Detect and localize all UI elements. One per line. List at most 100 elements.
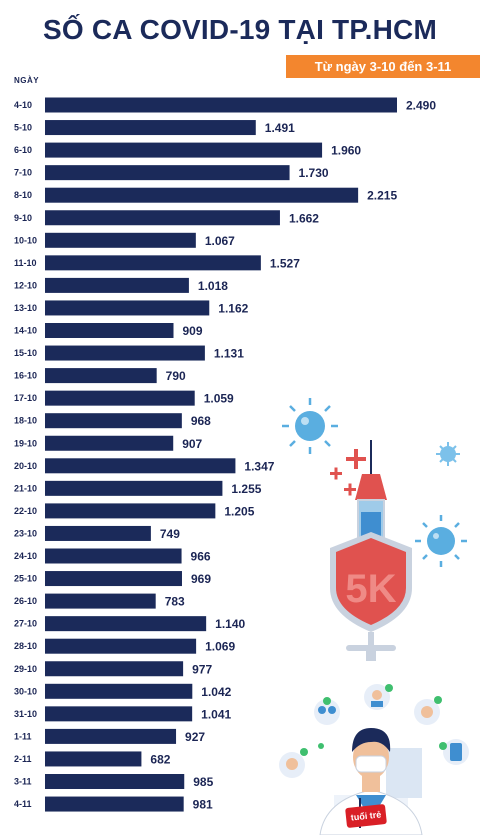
bar bbox=[45, 187, 359, 203]
category-label: 14-10 bbox=[14, 326, 37, 336]
category-label: 20-10 bbox=[14, 461, 37, 471]
bar bbox=[45, 548, 182, 564]
value-label: 981 bbox=[193, 798, 213, 812]
category-label: 1-11 bbox=[14, 731, 32, 741]
value-label: 969 bbox=[191, 572, 211, 586]
value-label: 2.215 bbox=[367, 189, 397, 203]
bar bbox=[45, 413, 182, 429]
category-label: 8-10 bbox=[14, 190, 32, 200]
bar bbox=[45, 774, 185, 789]
bar bbox=[45, 390, 195, 406]
bar bbox=[45, 142, 323, 158]
value-label: 977 bbox=[192, 662, 212, 676]
syringe-icon bbox=[355, 440, 387, 541]
category-label: 5-10 bbox=[14, 123, 32, 133]
category-label: 28-10 bbox=[14, 641, 37, 651]
value-label: 907 bbox=[182, 437, 202, 451]
bar bbox=[45, 458, 236, 474]
value-label: 927 bbox=[185, 730, 205, 744]
category-label: 17-10 bbox=[14, 393, 37, 403]
value-label: 1.131 bbox=[214, 347, 244, 361]
category-label: 31-10 bbox=[14, 709, 37, 719]
bar bbox=[45, 503, 216, 519]
category-label: 13-10 bbox=[14, 303, 37, 313]
bar bbox=[45, 525, 151, 541]
value-label: 682 bbox=[150, 752, 170, 766]
category-label: 19-10 bbox=[14, 438, 37, 448]
category-label: 4-10 bbox=[14, 100, 32, 110]
value-label: 1.041 bbox=[201, 707, 231, 721]
category-label: 23-10 bbox=[14, 528, 37, 538]
category-label: 10-10 bbox=[14, 235, 37, 245]
bar bbox=[45, 435, 174, 451]
bar bbox=[45, 277, 189, 293]
category-label: 18-10 bbox=[14, 416, 37, 426]
value-label: 790 bbox=[166, 369, 186, 383]
value-label: 1.347 bbox=[244, 459, 274, 473]
category-label: 4-11 bbox=[14, 799, 32, 809]
bar bbox=[45, 751, 142, 767]
bar bbox=[45, 728, 177, 744]
category-label: 15-10 bbox=[14, 348, 37, 358]
category-label: 16-10 bbox=[14, 371, 37, 381]
bar bbox=[45, 345, 205, 361]
axis-label: NGÀY bbox=[14, 76, 40, 85]
virus-icon bbox=[282, 398, 338, 454]
value-label: 1.018 bbox=[198, 279, 228, 293]
date-range-badge: Từ ngày 3-10 đến 3-11 bbox=[286, 55, 480, 78]
bar bbox=[45, 593, 156, 609]
value-label: 749 bbox=[160, 527, 180, 541]
value-label: 1.067 bbox=[205, 234, 235, 248]
category-label: 9-10 bbox=[14, 213, 32, 223]
category-label: 12-10 bbox=[14, 280, 37, 290]
bar bbox=[45, 97, 397, 113]
bar bbox=[45, 300, 210, 316]
value-label: 1.205 bbox=[224, 504, 254, 518]
value-label: 1.162 bbox=[218, 301, 248, 315]
page-title: SỐ CA COVID-19 TẠI TP.HCM bbox=[43, 14, 437, 45]
value-label: 1.960 bbox=[331, 144, 361, 158]
category-label: 11-10 bbox=[14, 258, 37, 268]
shield-icon: 5K bbox=[330, 532, 412, 661]
value-label: 1.662 bbox=[289, 211, 319, 225]
category-label: 25-10 bbox=[14, 574, 37, 584]
bar bbox=[45, 480, 223, 496]
category-label: 22-10 bbox=[14, 506, 37, 516]
bar bbox=[45, 796, 184, 812]
category-label: 26-10 bbox=[14, 596, 37, 606]
value-label: 1.069 bbox=[205, 640, 235, 654]
category-label: 6-10 bbox=[14, 145, 32, 155]
category-label: 27-10 bbox=[14, 619, 37, 629]
category-label: 2-11 bbox=[14, 754, 32, 764]
bar bbox=[45, 323, 174, 338]
bar bbox=[45, 683, 193, 699]
value-label: 783 bbox=[165, 595, 185, 609]
bar bbox=[45, 571, 182, 587]
bar bbox=[45, 661, 184, 677]
value-label: 1.059 bbox=[204, 392, 234, 406]
bar bbox=[45, 255, 261, 271]
bar bbox=[45, 120, 256, 136]
value-label: 968 bbox=[191, 414, 211, 428]
bar bbox=[45, 616, 207, 632]
value-label: 1.255 bbox=[231, 482, 261, 496]
plus-icon bbox=[330, 449, 366, 496]
bar bbox=[45, 165, 290, 181]
value-label: 985 bbox=[193, 775, 213, 789]
bar bbox=[45, 638, 197, 654]
value-label: 1.042 bbox=[201, 685, 231, 699]
virus-icon bbox=[415, 515, 467, 567]
category-label: 21-10 bbox=[14, 483, 37, 493]
value-label: 1.140 bbox=[215, 617, 245, 631]
value-label: 909 bbox=[183, 324, 203, 338]
shield-label: 5K bbox=[345, 567, 396, 611]
category-label: 7-10 bbox=[14, 168, 32, 178]
people-icons bbox=[279, 684, 469, 778]
category-label: 29-10 bbox=[14, 664, 37, 674]
bar bbox=[45, 368, 157, 384]
value-label: 966 bbox=[191, 550, 211, 564]
virus-icon bbox=[436, 442, 460, 466]
value-label: 1.730 bbox=[299, 166, 329, 180]
category-label: 3-11 bbox=[14, 777, 32, 787]
